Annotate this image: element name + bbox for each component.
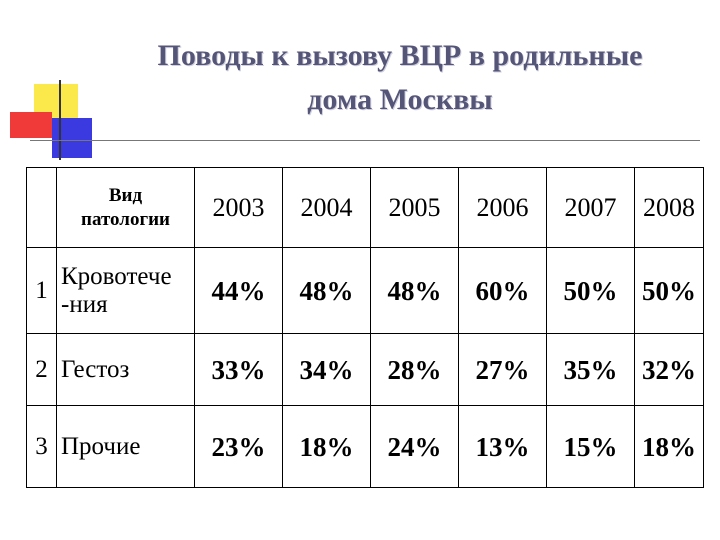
decorative-blue-square (52, 118, 92, 158)
decorative-red-bar (10, 112, 52, 138)
pathology-table: Вид патологии 2003 2004 2005 2006 2007 2… (26, 167, 704, 488)
table-row: 1 Кровотече -ния 44% 48% 48% 60% 50% 50% (26, 247, 704, 334)
row-name: Прочие (56, 405, 195, 488)
value-cell: 15% (546, 405, 635, 488)
row-index: 1 (26, 247, 57, 334)
header-row: Вид патологии 2003 2004 2005 2006 2007 2… (26, 167, 704, 248)
value-cell: 50% (546, 247, 635, 334)
value-cell: 50% (634, 247, 704, 334)
row-name: Гестоз (56, 333, 195, 406)
value-cell: 13% (458, 405, 547, 488)
title-line-1: Поводы к вызову ВЦР в родильные (157, 39, 643, 72)
year-2004: 2004 (282, 167, 371, 248)
value-cell: 48% (370, 247, 459, 334)
value-cell: 18% (282, 405, 371, 488)
row-index: 2 (26, 333, 57, 406)
header-pathology-cell: Вид патологии (56, 167, 195, 248)
value-cell: 32% (634, 333, 704, 406)
header-index-cell (26, 167, 57, 248)
table-row: 2 Гестоз 33% 34% 28% 27% 35% 32% (26, 333, 704, 406)
value-cell: 24% (370, 405, 459, 488)
row-name-line-2: -ния (61, 290, 108, 318)
row-index: 3 (26, 405, 57, 488)
value-cell: 18% (634, 405, 704, 488)
value-cell: 28% (370, 333, 459, 406)
year-2006: 2006 (458, 167, 547, 248)
value-cell: 23% (194, 405, 283, 488)
slide-title: Поводы к вызову ВЦР в родильные дома Мос… (100, 34, 700, 122)
year-2005: 2005 (370, 167, 459, 248)
year-2007: 2007 (546, 167, 635, 248)
value-cell: 33% (194, 333, 283, 406)
header-pathology-line-1: Вид (108, 184, 143, 206)
row-name: Кровотече -ния (56, 247, 195, 334)
header-pathology-line-2: патологии (81, 208, 170, 230)
year-2008: 2008 (634, 167, 704, 248)
value-cell: 44% (194, 247, 283, 334)
decorative-vertical-line (59, 80, 61, 160)
value-cell: 27% (458, 333, 547, 406)
row-name-line-1: Кровотече (61, 262, 172, 290)
value-cell: 60% (458, 247, 547, 334)
value-cell: 35% (546, 333, 635, 406)
table-row: 3 Прочие 23% 18% 24% 13% 15% 18% (26, 405, 704, 488)
title-line-2: дома Москвы (307, 83, 493, 116)
value-cell: 34% (282, 333, 371, 406)
title-divider-line (30, 140, 700, 141)
year-2003: 2003 (194, 167, 283, 248)
value-cell: 48% (282, 247, 371, 334)
